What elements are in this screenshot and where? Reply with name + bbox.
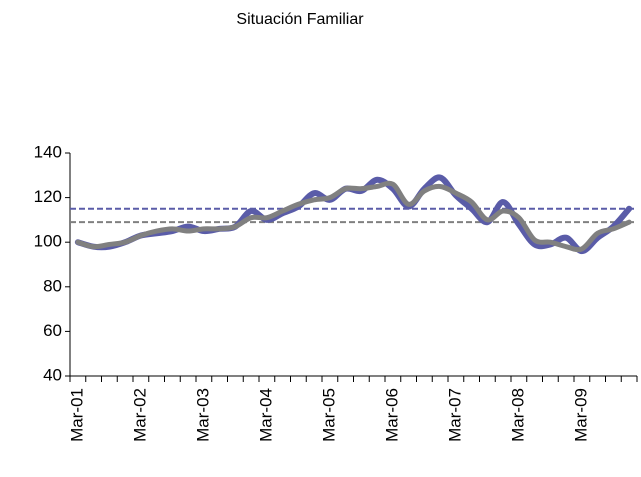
y-tick-label: 80 (43, 276, 62, 295)
x-tick-label: Mar-05 (319, 388, 338, 442)
x-tick-label: Mar-02 (130, 388, 149, 442)
y-tick-label: 40 (43, 365, 62, 384)
y-tick-label: 100 (34, 232, 62, 251)
x-tick-label: Mar-01 (67, 388, 86, 442)
x-tick-label: Mar-03 (193, 388, 212, 442)
x-tick-label: Mar-06 (382, 388, 401, 442)
x-tick-label: Mar-09 (571, 388, 590, 442)
y-tick-label: 60 (43, 321, 62, 340)
x-tick-label: Mar-04 (256, 388, 275, 442)
x-tick-label: Mar-08 (508, 388, 527, 442)
x-tick-label: Mar-07 (445, 388, 464, 442)
y-tick-label: 140 (34, 142, 62, 161)
y-tick-label: 120 (34, 187, 62, 206)
chart-title: Situación Familiar (236, 11, 364, 28)
line (75, 180, 632, 253)
